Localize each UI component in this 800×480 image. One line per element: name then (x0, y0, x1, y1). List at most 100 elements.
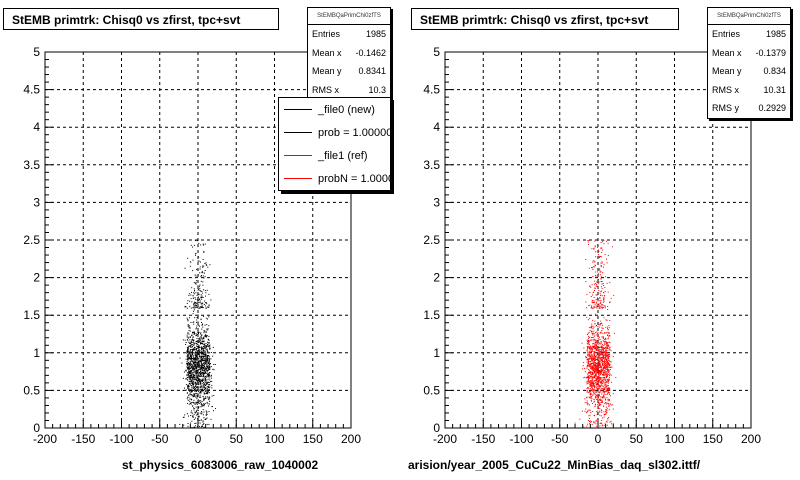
data-point (605, 357, 606, 359)
data-point (199, 268, 201, 270)
data-point (603, 387, 605, 389)
data-point (601, 287, 603, 289)
data-point (206, 336, 208, 338)
data-point (598, 342, 600, 344)
data-point (195, 359, 197, 361)
data-point (191, 335, 193, 337)
data-point (194, 282, 196, 284)
data-point (194, 357, 196, 359)
data-point (198, 378, 200, 380)
data-point (201, 402, 203, 404)
data-point (205, 353, 207, 355)
data-point (592, 387, 594, 389)
data-point (191, 358, 192, 359)
data-point (200, 362, 202, 364)
data-point (601, 425, 603, 427)
stats-value: 10.3 (368, 84, 386, 95)
data-point (589, 404, 590, 406)
stats-label: Entries (312, 29, 341, 39)
x-tick-label: 150 (303, 432, 323, 446)
stats-value: 1985 (765, 29, 786, 39)
data-point (195, 385, 197, 387)
data-point (586, 400, 588, 402)
data-point (197, 407, 199, 409)
data-point (607, 344, 609, 346)
data-point (587, 374, 589, 376)
data-point (195, 396, 197, 398)
data-point (607, 361, 609, 363)
x-tick-label: -200 (33, 432, 57, 446)
data-point (193, 363, 195, 365)
data-point (192, 383, 194, 385)
data-point (604, 287, 606, 288)
data-point (606, 397, 608, 399)
data-point (591, 355, 593, 357)
data-point (202, 387, 204, 389)
data-point (607, 385, 609, 386)
data-point (199, 338, 200, 340)
data-point (203, 411, 205, 413)
data-point (605, 409, 607, 411)
data-point (606, 366, 608, 368)
data-point (199, 350, 201, 352)
data-point (595, 334, 597, 336)
data-point (186, 307, 188, 309)
data-point (600, 264, 602, 266)
data-point (591, 385, 593, 387)
data-point (192, 352, 193, 354)
data-point (603, 389, 604, 390)
data-point (604, 371, 606, 373)
data-point (597, 362, 599, 364)
data-point (592, 350, 594, 352)
data-point (205, 418, 207, 420)
data-point (187, 368, 188, 370)
data-point (586, 411, 588, 413)
data-point (198, 333, 199, 334)
data-point (207, 338, 209, 340)
data-point (195, 382, 197, 384)
data-point (199, 287, 201, 289)
data-point (198, 416, 200, 418)
legend-line-red (284, 178, 312, 179)
data-point (594, 353, 595, 355)
data-point (608, 358, 610, 360)
data-point (204, 371, 206, 373)
data-point (596, 325, 597, 326)
data-point (592, 378, 593, 380)
data-point (190, 366, 192, 368)
data-point (187, 386, 189, 388)
data-point (594, 275, 596, 277)
data-point (201, 353, 203, 355)
data-point (594, 343, 596, 345)
data-point (597, 244, 599, 246)
data-point (206, 303, 208, 305)
data-point (591, 397, 593, 399)
data-point (203, 375, 205, 376)
data-point (593, 422, 595, 424)
data-point (603, 366, 605, 368)
data-point (603, 340, 605, 342)
data-point (192, 386, 194, 388)
data-point (586, 316, 588, 318)
data-point (598, 354, 600, 356)
data-point (590, 371, 592, 373)
data-point (196, 398, 198, 400)
data-point (194, 422, 196, 424)
data-point (188, 415, 189, 417)
data-point (191, 394, 193, 396)
data-point (208, 366, 210, 368)
data-point (611, 423, 613, 425)
data-point (600, 399, 602, 401)
data-point (592, 394, 593, 396)
data-point (185, 305, 187, 307)
data-point (579, 418, 581, 420)
data-point (203, 315, 204, 317)
data-point (202, 388, 203, 390)
data-point (593, 362, 595, 364)
data-point (594, 389, 596, 391)
data-point (587, 354, 589, 356)
data-point (605, 350, 607, 351)
data-point (589, 414, 591, 416)
data-point (593, 306, 595, 308)
data-point (179, 423, 181, 425)
